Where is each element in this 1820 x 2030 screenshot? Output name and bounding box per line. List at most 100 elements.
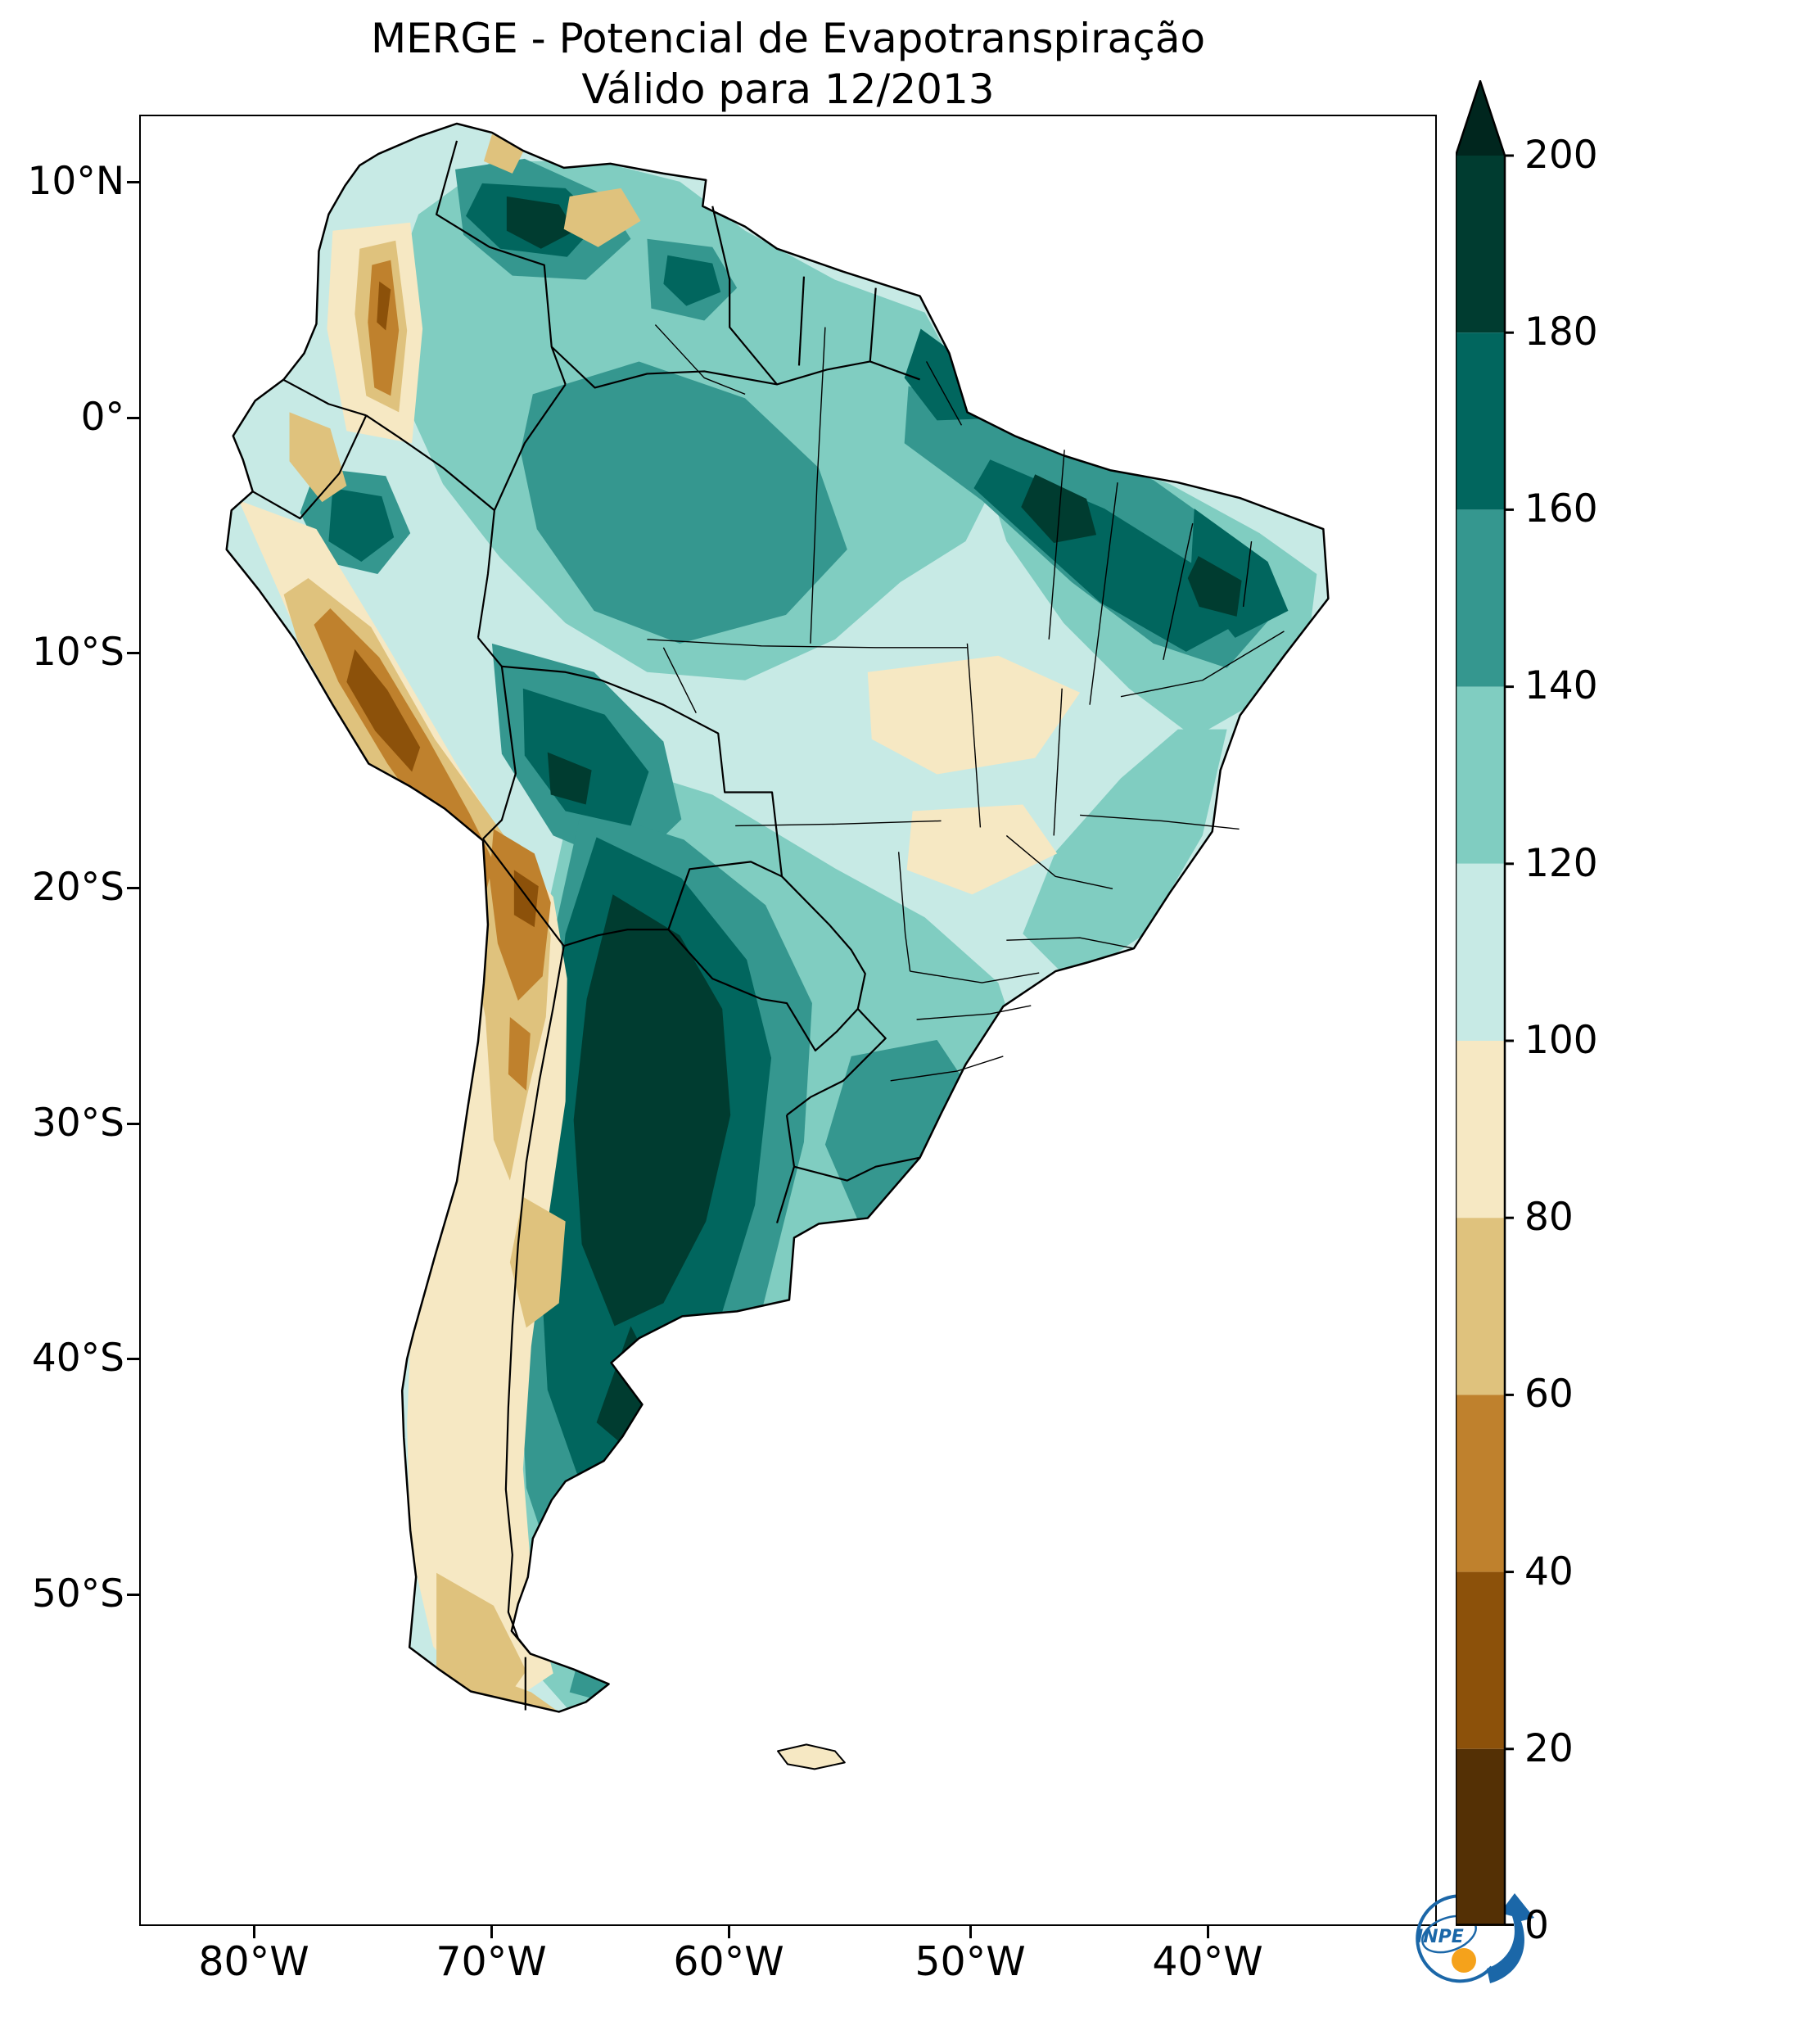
contour-band-180-200 — [506, 196, 1242, 1459]
y-tickmark — [127, 1123, 139, 1125]
contour-blob — [1021, 474, 1097, 544]
y-tick-50s: 50°S — [31, 1571, 124, 1616]
logo-arrow-icon — [1487, 1893, 1534, 1983]
contour-blob — [513, 870, 539, 928]
colorbar-band — [1456, 863, 1505, 1041]
cbar-tick-0: 0 — [1524, 1903, 1549, 1948]
contour-blob — [289, 412, 347, 503]
border-line — [550, 346, 920, 389]
colorbar-outline — [1456, 80, 1506, 1926]
state-borders — [647, 324, 1285, 1082]
state-border-line — [966, 643, 982, 828]
border-line — [667, 929, 859, 1052]
x-tickmark — [728, 1926, 730, 1938]
y-tickmark — [127, 181, 139, 183]
colorbar-band — [1456, 509, 1505, 687]
state-border-line — [1089, 482, 1118, 705]
chart-title-line1: MERGE - Potencial de Evapotranspiração — [370, 15, 1206, 62]
border-line — [563, 929, 669, 947]
state-border-line — [910, 970, 1040, 983]
colorbar-tickmarks — [1505, 154, 1514, 1926]
cbar-tick-200: 200 — [1524, 133, 1598, 178]
y-tickmark — [127, 1358, 139, 1360]
border-line — [365, 414, 495, 511]
x-tickmark — [1207, 1926, 1209, 1938]
state-border-line — [735, 820, 942, 827]
map-plot-area: INPE — [139, 115, 1534, 1983]
contour-blob — [328, 488, 395, 563]
colorbar-band — [1456, 1571, 1505, 1749]
state-border-line — [647, 639, 968, 649]
contour-band-20-40 — [346, 281, 539, 928]
cbar-tick-80: 80 — [1524, 1195, 1574, 1240]
country-borders — [252, 140, 920, 1711]
contour-blob — [508, 1017, 531, 1091]
inpe-logo-text: INPE — [1416, 1927, 1464, 1947]
x-tickmark — [490, 1926, 493, 1938]
border-line — [477, 637, 517, 840]
contour-blob — [377, 281, 391, 331]
x-tickmark — [969, 1926, 972, 1938]
border-line — [711, 206, 778, 386]
cbar-tick-100: 100 — [1524, 1018, 1598, 1063]
contour-blob — [483, 133, 525, 174]
y-tick-10s: 10°S — [31, 630, 124, 675]
border-line — [482, 838, 565, 947]
state-border-line — [810, 327, 826, 644]
colorbar-band — [1456, 1218, 1505, 1395]
y-tick-20s: 20°S — [31, 865, 124, 910]
contour-blob — [906, 804, 1058, 895]
contour-blob — [867, 655, 1081, 775]
colorbar-band — [1456, 156, 1505, 333]
state-border-line — [662, 647, 697, 713]
border-line — [476, 510, 495, 639]
colorbar-band — [1456, 1041, 1505, 1218]
contour-blob — [520, 361, 847, 644]
chart-title: MERGE - Potencial de Evapotranspiração V… — [139, 13, 1437, 115]
x-tick-50w: 50°W — [915, 1938, 1026, 1985]
y-tick-0: 0° — [80, 395, 124, 440]
cbar-tick-140: 140 — [1524, 663, 1598, 708]
contour-blob — [1187, 556, 1242, 617]
island-shape — [777, 1743, 846, 1770]
contour-blob — [569, 1587, 668, 1711]
cbar-tick-120: 120 — [1524, 841, 1598, 886]
state-border-line — [897, 852, 911, 972]
colorbar-band — [1456, 1748, 1505, 1926]
border-line — [797, 276, 806, 366]
state-border-line — [1053, 688, 1063, 836]
contour-blob — [283, 577, 551, 1181]
border-line — [793, 1156, 920, 1182]
logo-dot-icon — [1452, 1948, 1476, 1973]
border-line — [504, 945, 565, 1655]
y-tick-10n: 10°N — [27, 159, 124, 204]
border-line — [786, 1008, 887, 1116]
state-border-line — [1163, 522, 1194, 660]
state-border-line — [1048, 450, 1065, 640]
border-line — [781, 875, 866, 1010]
colorbar — [1456, 80, 1514, 1926]
state-border-line — [916, 1005, 1032, 1020]
state-border-line — [890, 1056, 1004, 1082]
border-line — [493, 383, 567, 511]
state-border-line — [1120, 631, 1285, 698]
cbar-tick-60: 60 — [1524, 1372, 1574, 1417]
cbar-tick-160: 160 — [1524, 486, 1598, 531]
cbar-tick-40: 40 — [1524, 1549, 1574, 1594]
contour-blob — [547, 752, 592, 805]
border-line — [435, 140, 567, 385]
contour-blob — [1023, 729, 1227, 983]
coastline-outline — [225, 122, 1330, 1713]
y-tickmark — [127, 417, 139, 419]
colorbar-band — [1456, 332, 1505, 510]
colorbar-band — [1456, 686, 1505, 864]
y-tick-30s: 30°S — [31, 1101, 124, 1146]
x-tick-60w: 60°W — [673, 1938, 784, 1985]
contour-blob — [563, 188, 641, 247]
border-line — [252, 414, 368, 520]
x-tickmark — [253, 1926, 255, 1938]
y-tickmark — [127, 652, 139, 654]
cbar-tick-180: 180 — [1524, 310, 1598, 355]
contour-blob — [509, 1196, 566, 1328]
contour-blob — [346, 649, 421, 772]
